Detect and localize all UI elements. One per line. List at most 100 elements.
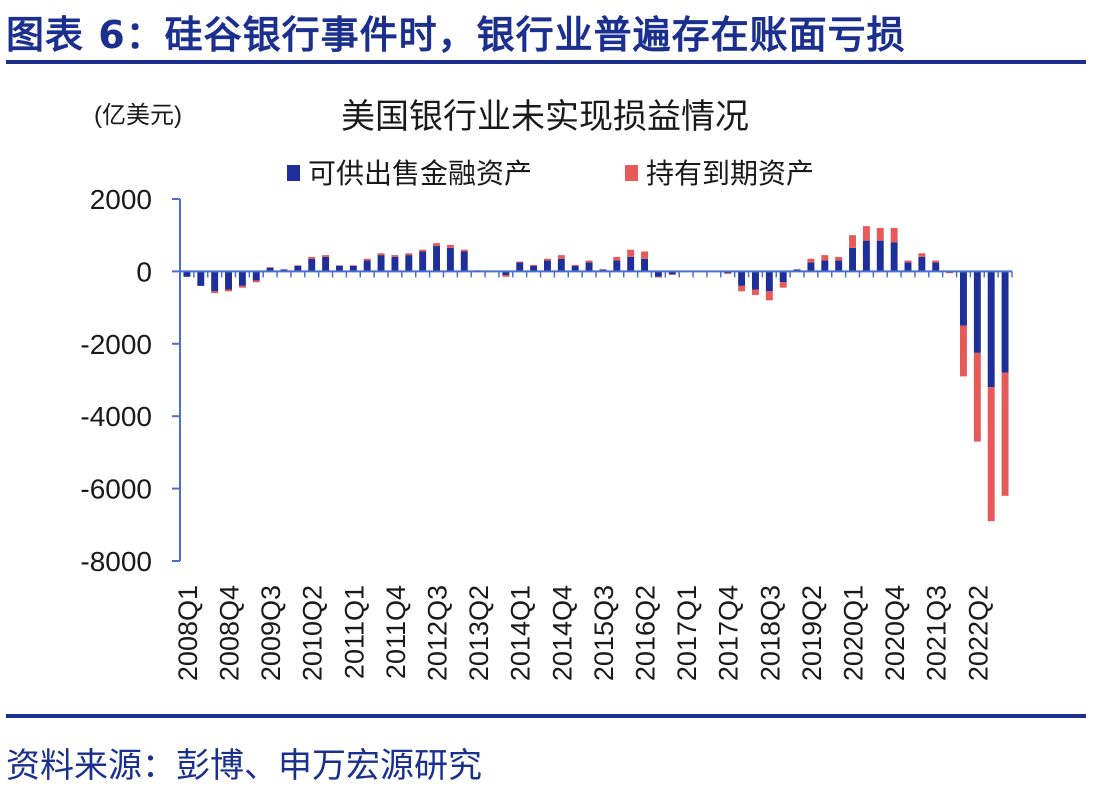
x-tick-label: 2009Q3 — [256, 585, 286, 681]
bar-afs — [738, 271, 746, 286]
bar-htm — [294, 265, 302, 266]
bar-afs — [377, 255, 385, 272]
bar-htm — [557, 255, 565, 259]
x-tick-label: 2022Q2 — [963, 585, 993, 681]
bar-afs — [419, 251, 427, 272]
bar-htm — [460, 249, 468, 252]
bar-htm — [211, 291, 219, 294]
bar-afs — [183, 271, 191, 277]
bar-htm — [252, 280, 260, 283]
bar-afs — [862, 240, 870, 272]
bar-afs — [668, 271, 676, 275]
x-axis: 2008Q1 2008Q4 2009Q3 2010Q2 2011Q1 2011Q4 2012… — [173, 270, 1013, 681]
bar-afs — [752, 271, 759, 290]
bar-htm — [377, 253, 385, 256]
bar-afs — [349, 265, 357, 272]
x-tick-label: 2018Q3 — [755, 585, 785, 681]
y-axis: 2000 0 -2000 -4000 -6000 -8000 — [80, 184, 181, 577]
bar-htm — [765, 291, 773, 301]
bar-afs — [322, 256, 330, 272]
bar-htm — [238, 285, 246, 288]
bar-htm — [960, 325, 967, 377]
bar-afs — [571, 265, 579, 272]
bar-afs — [627, 256, 635, 272]
bar-htm — [225, 289, 232, 292]
bar-htm — [419, 249, 427, 252]
legend: 可供出售金融资产 持有到期资产 — [287, 158, 814, 189]
bar-htm — [613, 256, 621, 261]
bar-htm — [821, 255, 829, 261]
x-tick-label: 2012Q3 — [423, 585, 453, 681]
bar-afs — [960, 271, 967, 326]
bar-afs — [849, 247, 856, 272]
bar-htm — [946, 272, 954, 274]
bar-afs — [530, 265, 538, 272]
bar-afs — [252, 271, 260, 281]
x-tick-label: 2017Q4 — [714, 585, 744, 681]
bar-htm — [627, 249, 635, 257]
chart-title: 美国银行业未实现损益情况 — [341, 98, 749, 136]
bottom-rule — [6, 714, 1086, 718]
y-tick-label: -8000 — [80, 546, 152, 577]
x-tick-label: 2010Q2 — [298, 585, 328, 681]
bar-afs — [544, 260, 551, 272]
bar-htm — [571, 264, 579, 266]
bar-afs — [585, 262, 593, 272]
bar-htm — [363, 258, 371, 261]
bar-htm — [973, 352, 981, 442]
bar-afs — [904, 262, 912, 272]
bar-afs — [238, 271, 246, 286]
bar-htm — [446, 244, 454, 248]
bar-htm — [308, 256, 316, 259]
bar-afs — [446, 247, 454, 272]
y-tick-label: -6000 — [80, 474, 152, 505]
bar-afs — [502, 271, 510, 276]
x-tick-label: 2011Q4 — [381, 585, 411, 679]
bar-afs — [197, 271, 205, 286]
bar-afs — [654, 271, 662, 277]
bar-afs — [405, 255, 413, 272]
bar-htm — [890, 227, 898, 243]
x-tick-label: 2008Q1 — [173, 585, 203, 681]
bar-afs — [336, 265, 343, 272]
bar-htm — [668, 274, 676, 276]
x-tick-label: 2015Q3 — [589, 585, 619, 681]
bar-htm — [433, 243, 440, 247]
bar-afs — [807, 262, 815, 272]
x-tick-label: 2021Q3 — [922, 585, 952, 681]
bar-afs — [835, 260, 843, 272]
bar-afs — [765, 271, 773, 292]
bar-htm — [918, 253, 926, 257]
bar-afs — [987, 271, 995, 388]
bar-afs — [918, 256, 926, 272]
bar-afs — [460, 251, 468, 272]
bar-htm — [849, 235, 856, 248]
bar-afs — [876, 240, 884, 272]
bar-htm — [807, 258, 815, 263]
x-tick-label: 2017Q1 — [672, 585, 702, 681]
y-tick-label: 0 — [136, 256, 152, 287]
bar-htm — [876, 227, 884, 241]
bar-htm — [835, 256, 843, 261]
bar-htm — [862, 226, 870, 241]
bar-htm — [405, 253, 413, 256]
bar-htm — [349, 265, 357, 266]
bar-afs — [779, 271, 787, 283]
bar-afs — [433, 246, 440, 272]
x-tick-label: 2016Q2 — [631, 585, 661, 681]
bar-htm — [585, 260, 593, 263]
legend-swatch-htm — [625, 165, 638, 181]
bar-afs — [613, 260, 621, 272]
bar-htm — [391, 255, 399, 257]
x-tick-label: 2019Q2 — [797, 585, 827, 681]
chart-area: (亿美元) 美国银行业未实现损益情况 可供出售金融资产 持有到期资产 2000 0… — [80, 98, 1013, 681]
x-tick-label: 2014Q1 — [506, 585, 536, 681]
y-tick-label: 2000 — [90, 184, 152, 215]
bar-htm — [724, 273, 732, 274]
bar-htm — [544, 258, 551, 261]
bar-afs — [890, 242, 898, 272]
bar-htm — [502, 275, 510, 277]
bar-htm — [987, 387, 995, 522]
bar-htm — [752, 289, 759, 295]
bar-htm — [266, 267, 274, 268]
